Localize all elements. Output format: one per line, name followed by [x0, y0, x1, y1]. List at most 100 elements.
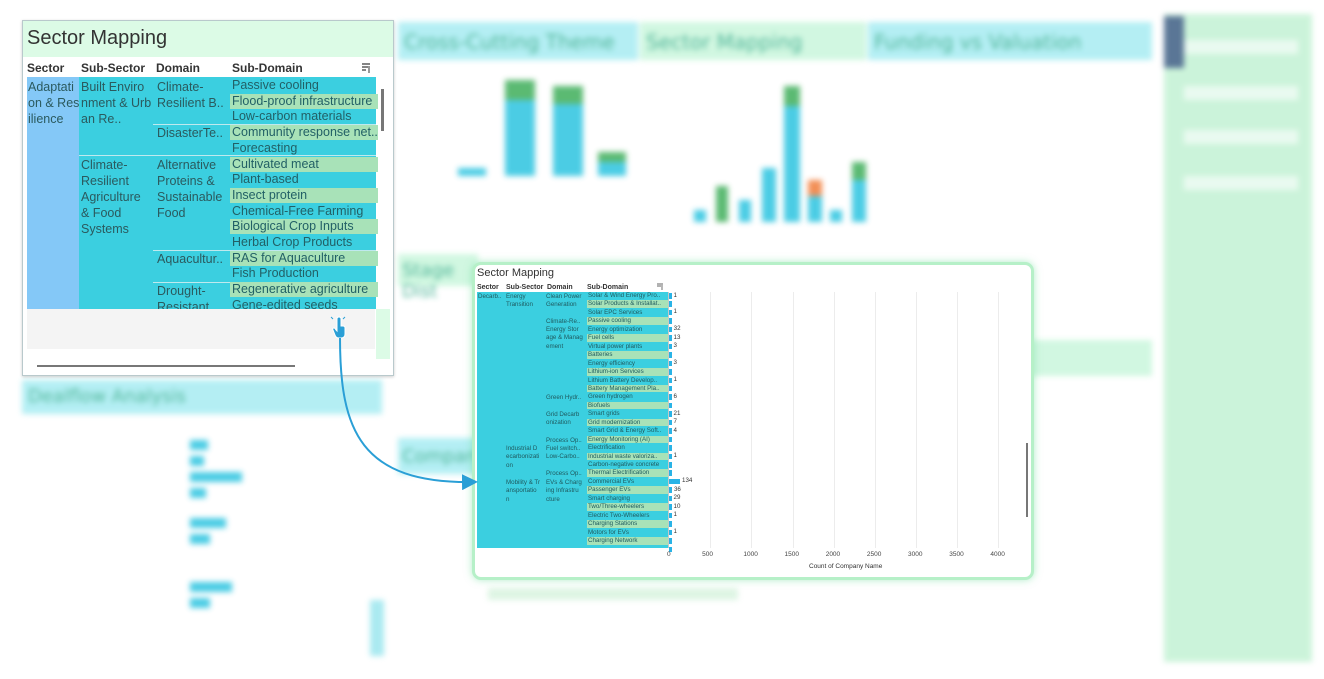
zoom-sub-domain-cell[interactable]: Lithium Battery Develop.. [588, 376, 658, 384]
bar[interactable] [669, 360, 672, 367]
bar[interactable] [669, 546, 672, 552]
zoom-sub-domain-cell[interactable]: Electrification [588, 444, 625, 452]
column-header-domain[interactable]: Domain [156, 61, 201, 75]
sort-icon[interactable] [361, 62, 371, 74]
vertical-scrollbar[interactable] [381, 89, 384, 131]
sub-domain-cell[interactable]: Flood-proof infrastructure [230, 93, 378, 109]
sub-domain-cell[interactable]: Plant-based [232, 172, 299, 187]
bar[interactable] [669, 478, 681, 485]
zoom-sub-domain-cell[interactable]: Two/Three-wheelers [587, 503, 668, 511]
zoom-sub-domain-cell[interactable]: Solar EPC Services [588, 308, 643, 316]
zoom-sub-domain-cell[interactable]: Energy efficiency [588, 359, 636, 367]
bar[interactable] [669, 495, 672, 502]
sub-sector-cell[interactable]: Built Enviro nment & Urb an Re.. [81, 80, 152, 126]
domain-cell[interactable]: Aquacultur.. [157, 252, 224, 266]
bar[interactable] [669, 377, 672, 383]
bar[interactable] [669, 445, 672, 451]
zoom-sub-domain-cell[interactable]: Carbon-negative concrete [588, 461, 660, 468]
zoom-sort-icon[interactable] [657, 283, 663, 291]
zoom-domain-cell[interactable]: Process Op.. [546, 470, 582, 477]
bar[interactable] [669, 352, 672, 358]
sub-domain-cell[interactable]: Herbal Crop Products [232, 235, 353, 249]
zoom-sub-domain-cell[interactable]: Industrial waste valoriza.. [587, 452, 668, 461]
bar[interactable] [669, 462, 672, 468]
zoom-sub-sector-cell[interactable]: Energy Transition [506, 293, 533, 309]
sub-domain-cell[interactable]: Fish Production [232, 266, 319, 281]
sector-cell[interactable]: Adaptati on & Res ilience [28, 80, 80, 126]
domain-cell[interactable]: Alternative Proteins & Sustainable Food [157, 158, 223, 220]
zoom-sub-domain-cell[interactable]: Lithium-ion Services [587, 368, 668, 376]
zoom-domain-cell[interactable]: Green Hydr.. [546, 394, 582, 401]
column-header-sub-sector[interactable]: Sub-Sector [81, 61, 146, 75]
zoom-sub-domain-cell[interactable]: Motors for EVs [588, 528, 629, 536]
bar[interactable] [669, 335, 672, 341]
bar[interactable] [669, 301, 672, 307]
zoom-sub-domain-cell[interactable]: Biofuels [587, 401, 668, 410]
sub-domain-cell[interactable]: Regenerative agriculture [230, 282, 378, 298]
domain-cell[interactable]: Climate- Resilient B.. [157, 80, 224, 110]
sub-domain-cell[interactable]: Passive cooling [232, 78, 319, 92]
zoom-header-sub-domain[interactable]: Sub-Domain [587, 284, 629, 291]
sub-domain-cell[interactable]: RAS for Aquaculture [230, 250, 378, 266]
bar[interactable] [669, 394, 672, 400]
zoom-sub-domain-cell[interactable]: Green hydrogen [588, 393, 633, 401]
bar[interactable] [669, 402, 672, 409]
bar[interactable] [669, 487, 672, 493]
zoom-sub-domain-cell[interactable]: Grid modernization [587, 418, 668, 427]
sub-domain-cell[interactable]: Biological Crop Inputs [230, 219, 378, 235]
zoom-sub-domain-cell[interactable]: Energy optimization [588, 325, 643, 333]
zoom-sub-domain-cell[interactable]: Smart grids [588, 410, 620, 418]
bar[interactable] [669, 512, 672, 519]
zoom-sub-domain-cell[interactable]: Virtual power plants [588, 342, 643, 350]
zoom-header-sub-sector[interactable]: Sub-Sector [506, 284, 544, 291]
sub-domain-cell[interactable]: Cultivated meat [230, 156, 378, 172]
sub-domain-cell[interactable]: Community response net.. [230, 125, 378, 141]
zoom-domain-cell[interactable]: Fuel switch.. [546, 445, 581, 452]
zoom-sub-domain-cell[interactable]: Battery Management Pla.. [587, 384, 668, 393]
domain-cell[interactable]: DisasterTe.. [157, 126, 223, 140]
zoom-sub-domain-cell[interactable]: Charging Network [587, 537, 668, 545]
bar[interactable] [669, 318, 672, 324]
column-header-sub-domain[interactable]: Sub-Domain [232, 61, 303, 75]
sub-domain-cell[interactable]: Forecasting [232, 140, 298, 155]
zoom-sub-domain-cell[interactable]: Passive cooling [587, 317, 668, 325]
zoom-vertical-scrollbar[interactable] [1026, 443, 1028, 517]
bar[interactable] [669, 411, 672, 417]
bar[interactable] [669, 453, 672, 460]
zoom-domain-cell[interactable]: Clean Power Generation [546, 293, 582, 309]
column-header-sector[interactable]: Sector [27, 61, 65, 75]
zoom-sub-domain-cell[interactable]: Thermal Electrification [587, 469, 668, 477]
zoom-sub-sector-cell[interactable]: Mobility & Tr ansportatio n [506, 479, 541, 503]
bar[interactable] [669, 326, 672, 333]
bar[interactable] [669, 521, 672, 527]
zoom-domain-cell[interactable]: Grid Decarb onization [546, 411, 580, 427]
sub-domain-cell[interactable]: Chemical-Free Farming [232, 203, 364, 218]
zoom-sub-domain-cell[interactable] [587, 546, 668, 554]
zoom-domain-cell[interactable]: Climate-Re.. [546, 318, 581, 325]
zoom-sub-domain-cell[interactable]: Passenger EVs [587, 486, 668, 494]
bar[interactable] [669, 436, 672, 443]
sub-sector-cell[interactable]: Climate- Resilient Agriculture & Food Sy… [81, 158, 141, 236]
zoom-header-domain[interactable]: Domain [547, 284, 573, 291]
zoom-sub-domain-cell[interactable]: Smart Grid & Energy Soft.. [588, 427, 662, 435]
bar[interactable] [669, 419, 672, 426]
sector-mapping-table[interactable]: Sector Mapping Sector Sub-Sector Domain … [22, 20, 394, 376]
zoom-sub-domain-cell[interactable]: Electric Two-Wheelers [588, 511, 650, 519]
bar[interactable] [669, 538, 672, 544]
zoom-domain-cell[interactable]: Process Op.. [546, 437, 582, 444]
horizontal-scrollbar[interactable] [37, 365, 295, 367]
bar[interactable] [669, 428, 672, 434]
zoom-sub-domain-cell[interactable]: Solar Products & Installat.. [587, 300, 668, 308]
sector-mapping-zoomed[interactable]: Sector Mapping Sector Sub-Sector Domain … [472, 262, 1034, 580]
zoom-sub-domain-cell[interactable]: Energy Monitoring (AI) [587, 435, 668, 444]
sub-domain-cell[interactable]: Gene-edited seeds [232, 297, 338, 312]
zoom-sub-domain-cell[interactable]: Batteries [587, 351, 668, 359]
zoom-sub-domain-cell[interactable]: Fuel cells [587, 334, 668, 342]
bar[interactable] [669, 470, 672, 476]
zoom-sector-cell[interactable]: Decarb.. [478, 293, 502, 300]
zoom-sub-domain-cell[interactable]: Commercial EVs [588, 477, 635, 485]
zoom-domain-cell[interactable]: Energy Stor age & Manag ement [546, 326, 583, 350]
zoom-domain-cell[interactable]: Low-Carbo.. [546, 453, 580, 460]
zoom-header-sector[interactable]: Sector [477, 284, 499, 291]
sub-domain-cell[interactable]: Insect protein [230, 187, 378, 203]
